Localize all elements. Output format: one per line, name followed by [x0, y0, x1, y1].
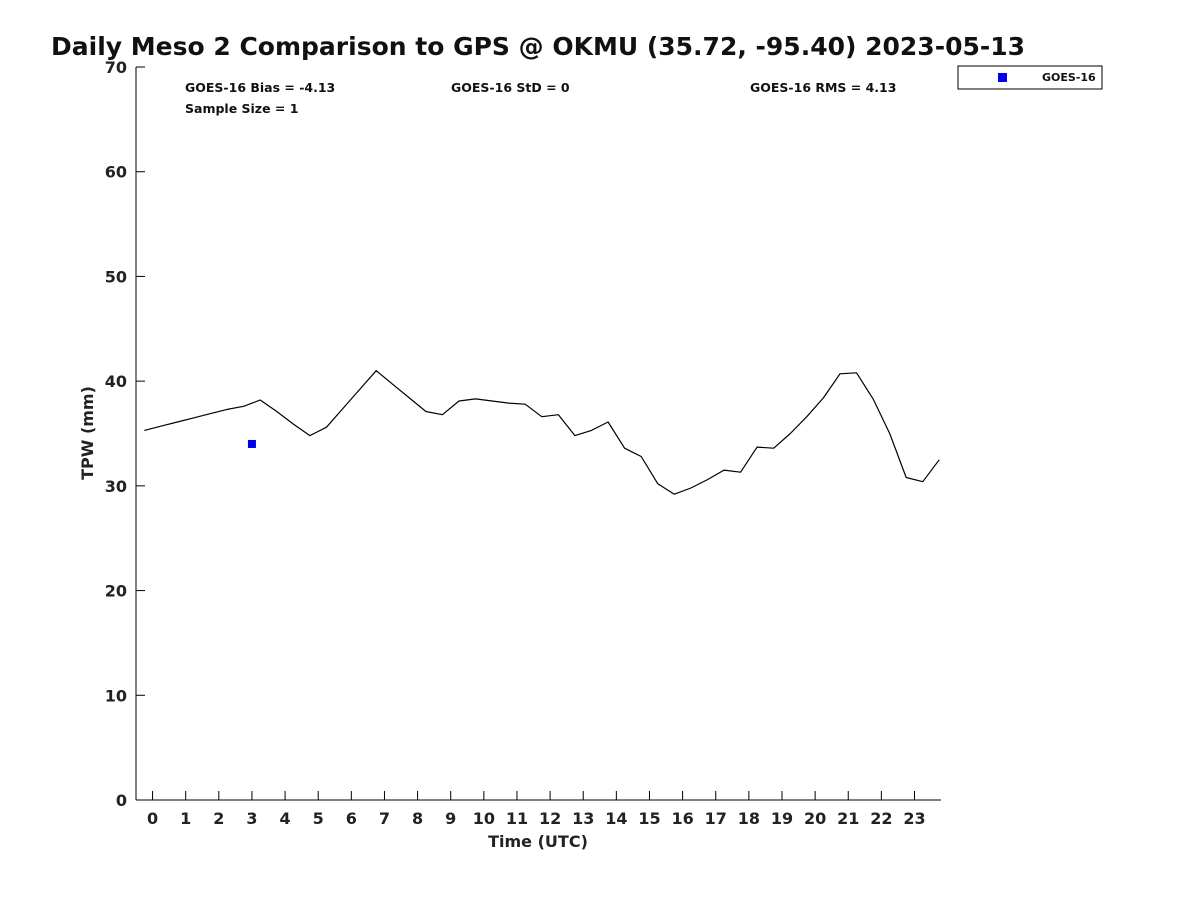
- bias-annotation: GOES-16 Bias = -4.13: [185, 80, 335, 95]
- x-tick-label: 4: [280, 809, 291, 828]
- rms-annotation: GOES-16 RMS = 4.13: [750, 80, 896, 95]
- x-tick-label: 22: [870, 809, 892, 828]
- goes16-data-point: [247, 439, 256, 448]
- chart-title: Daily Meso 2 Comparison to GPS @ OKMU (3…: [51, 32, 1025, 61]
- x-tick-label: 17: [705, 809, 727, 828]
- y-tick-label: 30: [105, 477, 127, 496]
- y-tick-label: 20: [105, 582, 127, 601]
- sample-size-annotation: Sample Size = 1: [185, 101, 298, 116]
- x-axis-label: Time (UTC): [488, 832, 588, 851]
- y-tick-label: 10: [105, 686, 127, 705]
- legend-label-goes16: GOES-16: [1042, 71, 1096, 84]
- legend: GOES-16: [957, 65, 1103, 90]
- x-tick-label: 0: [147, 809, 158, 828]
- x-tick-label: 9: [445, 809, 456, 828]
- legend-box: [957, 65, 1103, 90]
- y-ticks: 0 10 20 30 40 50 60 70: [105, 58, 145, 810]
- x-tick-label: 20: [804, 809, 826, 828]
- x-tick-label: 3: [246, 809, 257, 828]
- x-tick-label: 13: [572, 809, 594, 828]
- x-tick-label: 16: [671, 809, 693, 828]
- x-tick-label: 23: [903, 809, 925, 828]
- std-annotation: GOES-16 StD = 0: [451, 80, 570, 95]
- x-tick-label: 19: [771, 809, 793, 828]
- x-tick-label: 5: [313, 809, 324, 828]
- y-axis-label: TPW (mm): [78, 386, 97, 480]
- x-tick-label: 21: [837, 809, 859, 828]
- axes: [135, 67, 941, 801]
- x-tick-label: 7: [379, 809, 390, 828]
- x-tick-label: 1: [180, 809, 191, 828]
- x-tick-label: 12: [539, 809, 561, 828]
- gps-tpw-line: [144, 370, 940, 495]
- x-tick-label: 18: [738, 809, 760, 828]
- x-tick-label: 15: [638, 809, 660, 828]
- y-tick-label: 70: [105, 58, 127, 77]
- x-ticks: 0 1 2 3 4 5 6 7 8 9 10 11 12 13 14 15 16 17 18 19 20 21 22 23: [147, 791, 926, 828]
- y-tick-label: 0: [116, 791, 127, 810]
- y-tick-label: 40: [105, 372, 127, 391]
- x-tick-label: 6: [346, 809, 357, 828]
- x-tick-label: 2: [213, 809, 224, 828]
- y-tick-label: 50: [105, 267, 127, 286]
- plot-area: [144, 370, 940, 495]
- y-tick-label: 60: [105, 163, 127, 182]
- x-tick-label: 14: [605, 809, 627, 828]
- x-tick-label: 11: [506, 809, 528, 828]
- x-tick-label: 8: [412, 809, 423, 828]
- x-tick-label: 10: [473, 809, 495, 828]
- legend-marker-goes16: [998, 73, 1007, 82]
